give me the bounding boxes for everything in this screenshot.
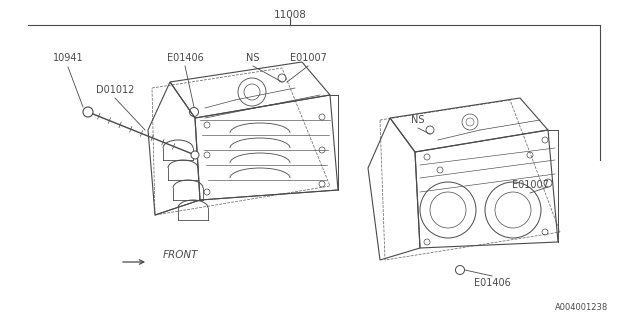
Text: E01007: E01007 bbox=[289, 53, 326, 63]
Circle shape bbox=[83, 107, 93, 117]
Text: D01012: D01012 bbox=[96, 85, 134, 95]
Circle shape bbox=[191, 151, 199, 159]
Text: 11008: 11008 bbox=[273, 10, 307, 20]
Text: E01406: E01406 bbox=[166, 53, 204, 63]
Text: E01007: E01007 bbox=[511, 180, 548, 190]
Text: 10941: 10941 bbox=[52, 53, 83, 63]
Text: FRONT: FRONT bbox=[163, 250, 198, 260]
Text: A004001238: A004001238 bbox=[555, 303, 608, 313]
Text: NS: NS bbox=[246, 53, 260, 63]
Text: E01406: E01406 bbox=[474, 278, 510, 288]
Text: NS: NS bbox=[412, 115, 425, 125]
